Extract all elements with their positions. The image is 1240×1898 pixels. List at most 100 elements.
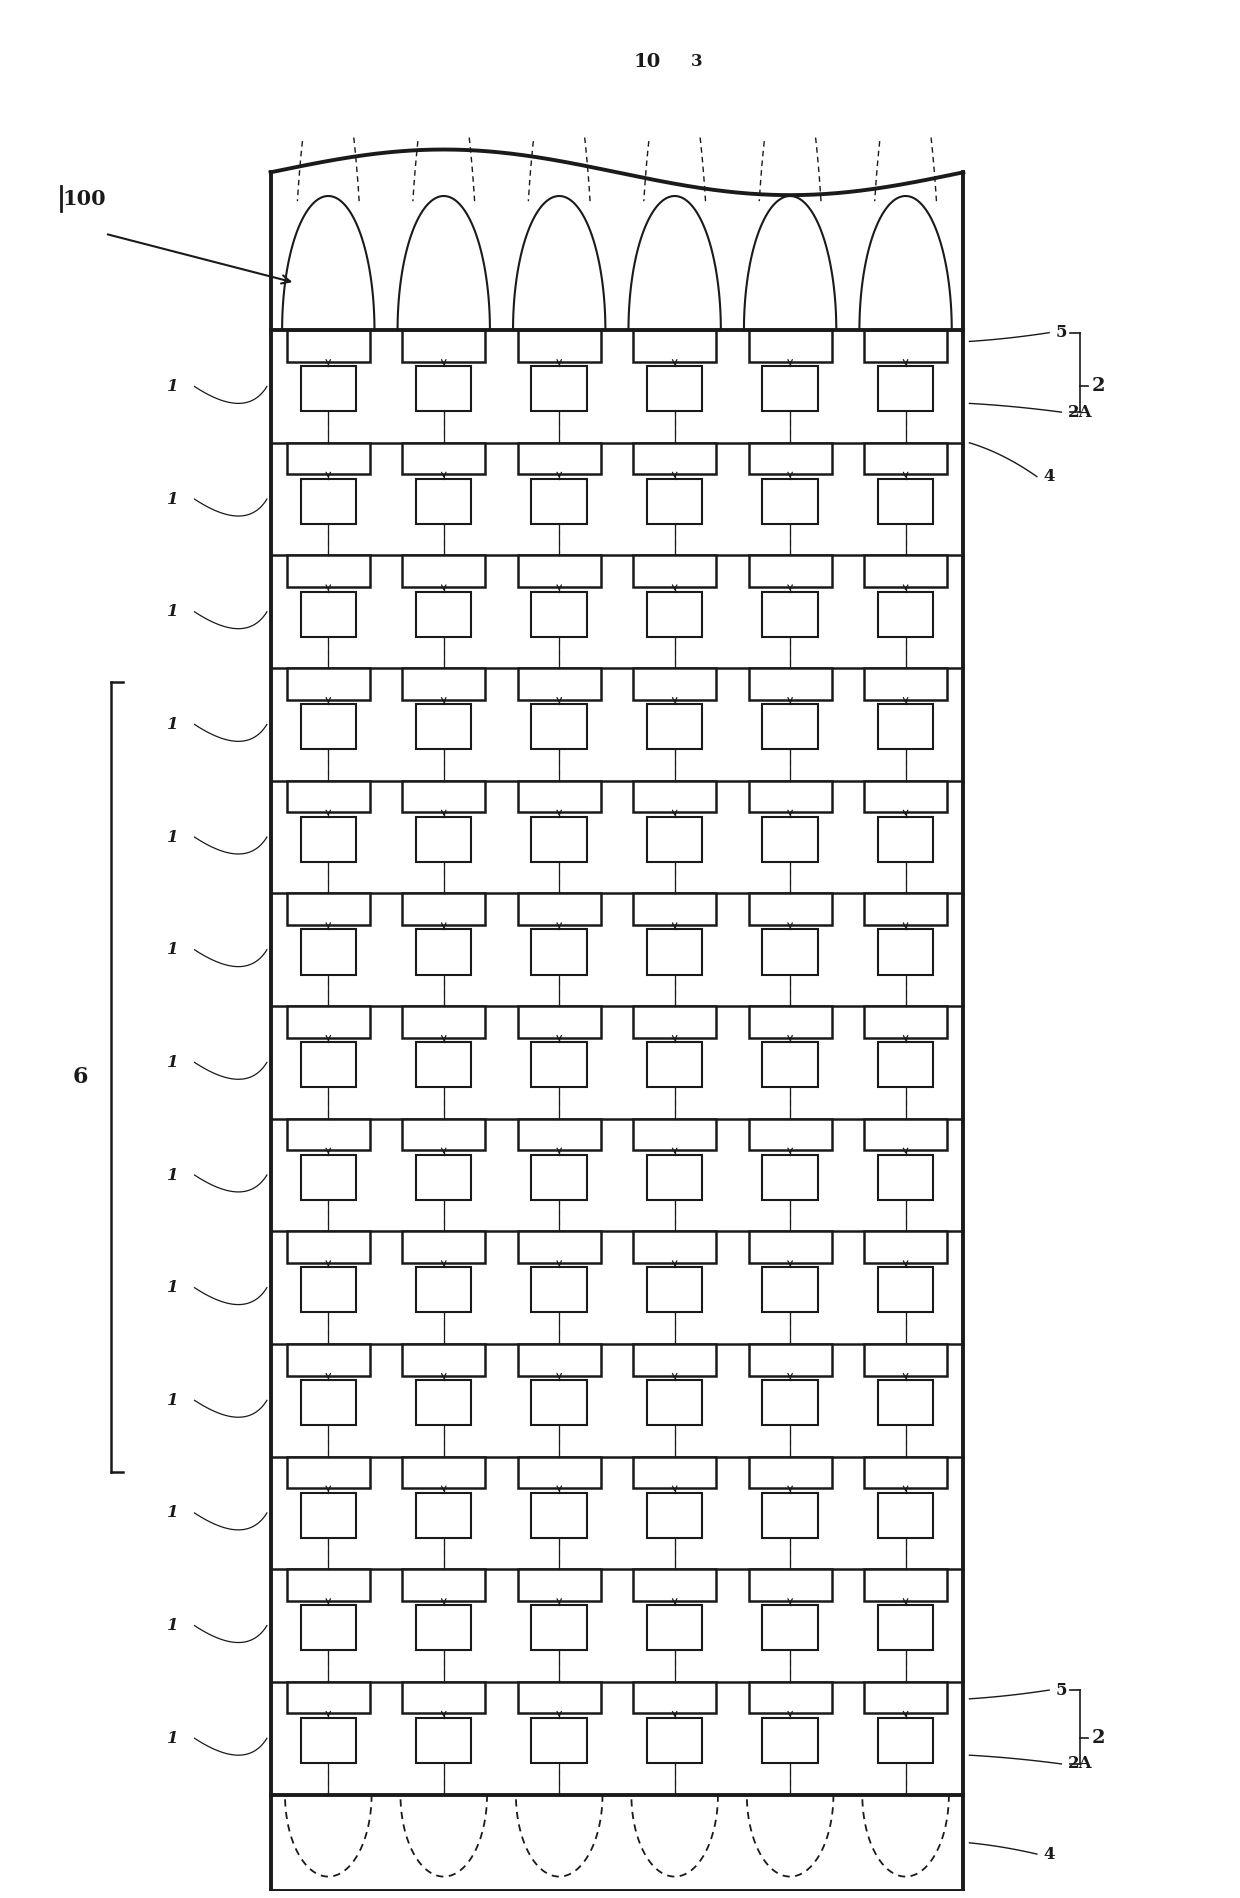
Text: 4: 4 [1043, 1845, 1054, 1862]
Bar [634, 780, 717, 812]
Bar [634, 1682, 717, 1714]
Bar [749, 1682, 832, 1714]
Bar [647, 1154, 702, 1200]
Bar [300, 1268, 356, 1312]
Bar [532, 816, 587, 862]
Bar [749, 556, 832, 586]
Bar [749, 1118, 832, 1150]
Text: 1: 1 [166, 716, 179, 733]
Bar [878, 478, 934, 524]
Bar [763, 592, 818, 636]
Bar [763, 1380, 818, 1425]
Text: 3: 3 [691, 53, 702, 70]
Text: 5: 5 [1055, 1682, 1066, 1699]
Bar [300, 592, 356, 636]
Bar [402, 1006, 485, 1038]
Bar [286, 1344, 370, 1376]
Text: 1: 1 [166, 829, 179, 847]
Bar [763, 816, 818, 862]
Bar [878, 1380, 934, 1425]
Bar [864, 442, 947, 474]
Bar [864, 1006, 947, 1038]
Text: 1: 1 [166, 604, 179, 621]
Bar [300, 1154, 356, 1200]
Text: 10: 10 [634, 53, 661, 70]
Bar [647, 930, 702, 974]
Bar [878, 704, 934, 750]
Bar [517, 894, 600, 924]
Bar [417, 704, 471, 750]
Bar [286, 442, 370, 474]
Bar [402, 1682, 485, 1714]
Bar [532, 1380, 587, 1425]
Bar [517, 330, 600, 363]
Bar [763, 704, 818, 750]
Bar [634, 556, 717, 586]
Text: 4: 4 [1043, 469, 1054, 486]
Bar [864, 1232, 947, 1262]
Bar [634, 1232, 717, 1262]
Bar [532, 1492, 587, 1537]
Bar [864, 1456, 947, 1488]
Bar [517, 1232, 600, 1262]
Bar [517, 1006, 600, 1038]
Text: 100: 100 [62, 188, 105, 209]
Bar [417, 1042, 471, 1088]
Text: 6: 6 [73, 1067, 88, 1088]
Bar [402, 330, 485, 363]
Bar [532, 1718, 587, 1763]
Bar [634, 1456, 717, 1488]
Text: 2A: 2A [1068, 1756, 1092, 1773]
Bar [532, 478, 587, 524]
Bar [864, 668, 947, 700]
Bar [517, 556, 600, 586]
Bar [749, 1344, 832, 1376]
Bar [647, 704, 702, 750]
Bar [270, 330, 963, 1796]
Bar [878, 1492, 934, 1537]
Bar [749, 894, 832, 924]
Bar [417, 1154, 471, 1200]
Bar [417, 366, 471, 412]
Bar [417, 1268, 471, 1312]
Bar [763, 930, 818, 974]
Text: 2: 2 [1092, 378, 1106, 395]
Bar [532, 1154, 587, 1200]
Bar [402, 894, 485, 924]
Bar [286, 556, 370, 586]
Bar [647, 1268, 702, 1312]
Bar [402, 1118, 485, 1150]
Bar [749, 780, 832, 812]
Bar [634, 894, 717, 924]
Bar [417, 1492, 471, 1537]
Text: 1: 1 [166, 1053, 179, 1070]
Bar [417, 1380, 471, 1425]
Bar [878, 1606, 934, 1651]
Bar [286, 894, 370, 924]
Text: 2A: 2A [1068, 404, 1092, 421]
Text: 5: 5 [1055, 325, 1066, 342]
Bar [402, 1344, 485, 1376]
Bar [634, 1118, 717, 1150]
Bar [749, 1456, 832, 1488]
Bar [402, 1570, 485, 1600]
Bar [878, 816, 934, 862]
Bar [749, 1232, 832, 1262]
Text: 1: 1 [166, 941, 179, 958]
Bar [647, 816, 702, 862]
Bar [763, 366, 818, 412]
Bar [532, 930, 587, 974]
Bar [864, 1344, 947, 1376]
Text: 1: 1 [166, 1729, 179, 1746]
Bar [763, 1606, 818, 1651]
Bar [647, 1042, 702, 1088]
Text: 1: 1 [166, 1505, 179, 1522]
Bar [286, 1232, 370, 1262]
Bar [532, 1268, 587, 1312]
Bar [517, 1344, 600, 1376]
Bar [763, 1042, 818, 1088]
Text: 2: 2 [1092, 1729, 1106, 1748]
Bar [864, 1118, 947, 1150]
Bar [417, 478, 471, 524]
Bar [417, 930, 471, 974]
